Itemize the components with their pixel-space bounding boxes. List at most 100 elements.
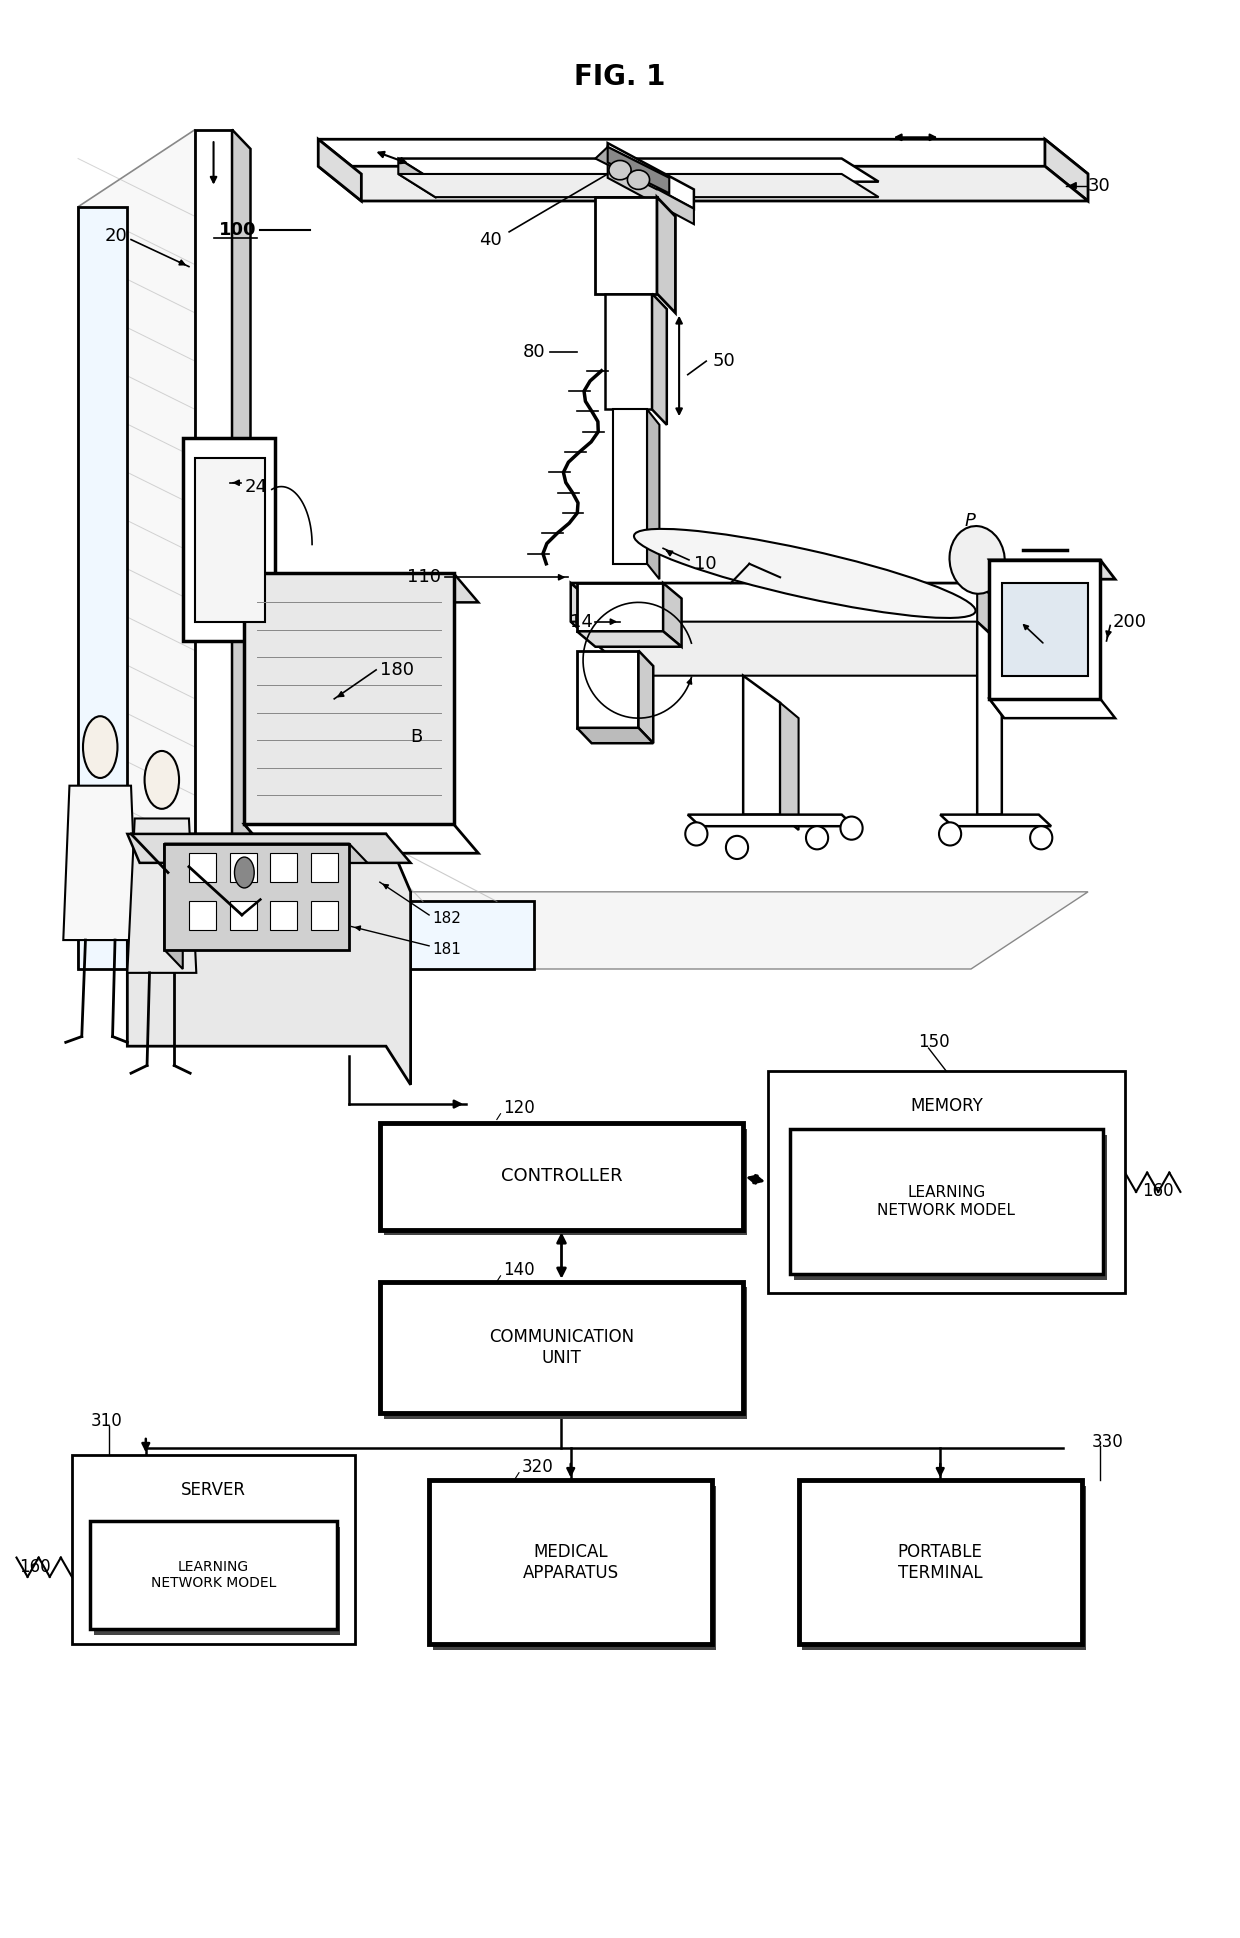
Text: MEMORY: MEMORY [910, 1097, 983, 1114]
Bar [768, 1072, 1125, 1293]
Bar [72, 1455, 355, 1643]
Polygon shape [688, 814, 854, 826]
Bar [91, 1521, 337, 1630]
Text: FIG. 1: FIG. 1 [574, 64, 666, 91]
Text: 320: 320 [522, 1457, 553, 1477]
Polygon shape [990, 700, 1115, 719]
Polygon shape [164, 843, 367, 862]
Polygon shape [570, 583, 632, 676]
Polygon shape [128, 833, 410, 862]
Polygon shape [128, 818, 196, 973]
Polygon shape [195, 457, 265, 622]
Text: 150: 150 [919, 1033, 950, 1050]
Text: 20: 20 [104, 227, 128, 244]
Polygon shape [990, 560, 1100, 700]
Polygon shape [595, 147, 670, 190]
Text: 24: 24 [244, 477, 268, 496]
Bar [188, 853, 216, 882]
Bar [94, 1527, 341, 1636]
Polygon shape [647, 409, 660, 579]
Text: 160: 160 [1142, 1182, 1174, 1200]
Polygon shape [244, 574, 479, 603]
Polygon shape [577, 632, 682, 647]
Bar [379, 1281, 743, 1413]
Ellipse shape [806, 826, 828, 849]
Polygon shape [977, 622, 1002, 814]
Bar [379, 1124, 743, 1229]
Polygon shape [577, 583, 663, 632]
Polygon shape [244, 824, 479, 853]
Bar [270, 901, 298, 930]
Text: 200: 200 [1112, 612, 1147, 630]
Polygon shape [663, 583, 682, 647]
Polygon shape [182, 891, 275, 911]
Text: 182: 182 [433, 911, 461, 926]
Polygon shape [182, 438, 275, 641]
Polygon shape [990, 560, 1115, 579]
Text: 310: 310 [91, 1411, 122, 1430]
Text: 180: 180 [379, 661, 414, 678]
Polygon shape [319, 167, 1087, 202]
Text: MEDICAL
APPARATUS: MEDICAL APPARATUS [523, 1543, 619, 1581]
Text: P: P [965, 512, 976, 531]
Polygon shape [319, 140, 1087, 174]
Text: 181: 181 [433, 942, 461, 957]
Circle shape [234, 857, 254, 888]
Bar [383, 1130, 746, 1235]
Bar [311, 853, 339, 882]
Polygon shape [570, 583, 1039, 638]
Polygon shape [743, 676, 780, 814]
Bar [433, 1486, 715, 1649]
Text: 10: 10 [694, 554, 717, 574]
Polygon shape [570, 622, 1039, 676]
Bar [383, 1287, 746, 1419]
Text: 120: 120 [503, 1099, 534, 1116]
Polygon shape [164, 843, 182, 969]
Ellipse shape [841, 816, 863, 839]
Polygon shape [232, 130, 250, 911]
Ellipse shape [609, 161, 631, 180]
Polygon shape [78, 891, 1087, 969]
Polygon shape [613, 409, 647, 564]
Polygon shape [195, 130, 232, 891]
Text: 160: 160 [19, 1558, 51, 1576]
Polygon shape [1045, 140, 1087, 202]
Polygon shape [639, 651, 653, 744]
Polygon shape [940, 814, 1052, 826]
Polygon shape [319, 140, 361, 202]
Polygon shape [608, 163, 694, 225]
Text: SERVER: SERVER [181, 1481, 246, 1498]
Polygon shape [244, 574, 269, 853]
Text: LEARNING
NETWORK MODEL: LEARNING NETWORK MODEL [878, 1186, 1016, 1217]
Ellipse shape [83, 717, 118, 777]
Polygon shape [128, 833, 410, 1085]
Ellipse shape [725, 835, 748, 859]
Text: 30: 30 [1087, 176, 1111, 194]
Polygon shape [398, 159, 879, 182]
Ellipse shape [950, 525, 1004, 593]
Bar [270, 853, 298, 882]
Text: 40: 40 [480, 231, 502, 248]
Polygon shape [577, 651, 639, 729]
Polygon shape [164, 843, 348, 950]
Text: 100: 100 [219, 221, 257, 238]
Bar [229, 853, 257, 882]
Polygon shape [78, 130, 195, 969]
Bar [311, 901, 339, 930]
Polygon shape [398, 159, 435, 198]
Polygon shape [398, 174, 879, 198]
Bar [799, 1481, 1081, 1643]
Ellipse shape [145, 750, 179, 808]
Text: LEARNING
NETWORK MODEL: LEARNING NETWORK MODEL [151, 1560, 277, 1589]
Polygon shape [990, 560, 1004, 719]
Text: CONTROLLER: CONTROLLER [501, 1167, 622, 1186]
Polygon shape [605, 295, 652, 409]
Polygon shape [1002, 583, 1087, 676]
Text: 14: 14 [570, 612, 593, 630]
Ellipse shape [939, 822, 961, 845]
Polygon shape [78, 207, 533, 969]
Text: 50: 50 [712, 353, 735, 370]
Bar [790, 1130, 1102, 1273]
Polygon shape [657, 198, 676, 312]
Ellipse shape [1030, 826, 1053, 849]
